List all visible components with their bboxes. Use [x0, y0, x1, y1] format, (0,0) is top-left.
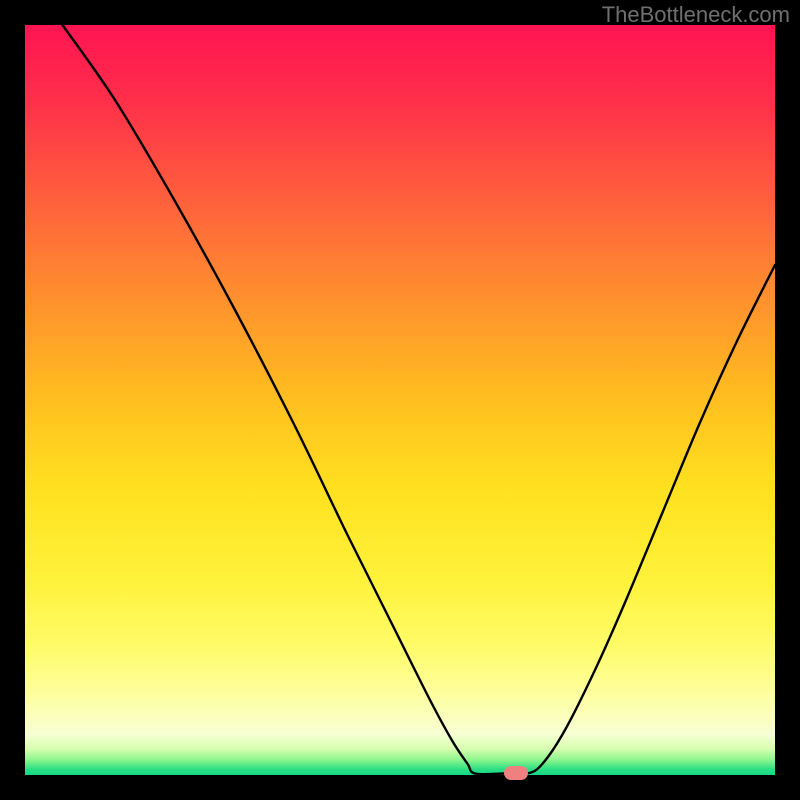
chart-stage: TheBottleneck.com [0, 0, 800, 800]
watermark-text: TheBottleneck.com [602, 2, 790, 28]
bottleneck-curve [0, 0, 800, 800]
optimal-point-marker [504, 766, 528, 780]
curve-path [63, 25, 776, 774]
